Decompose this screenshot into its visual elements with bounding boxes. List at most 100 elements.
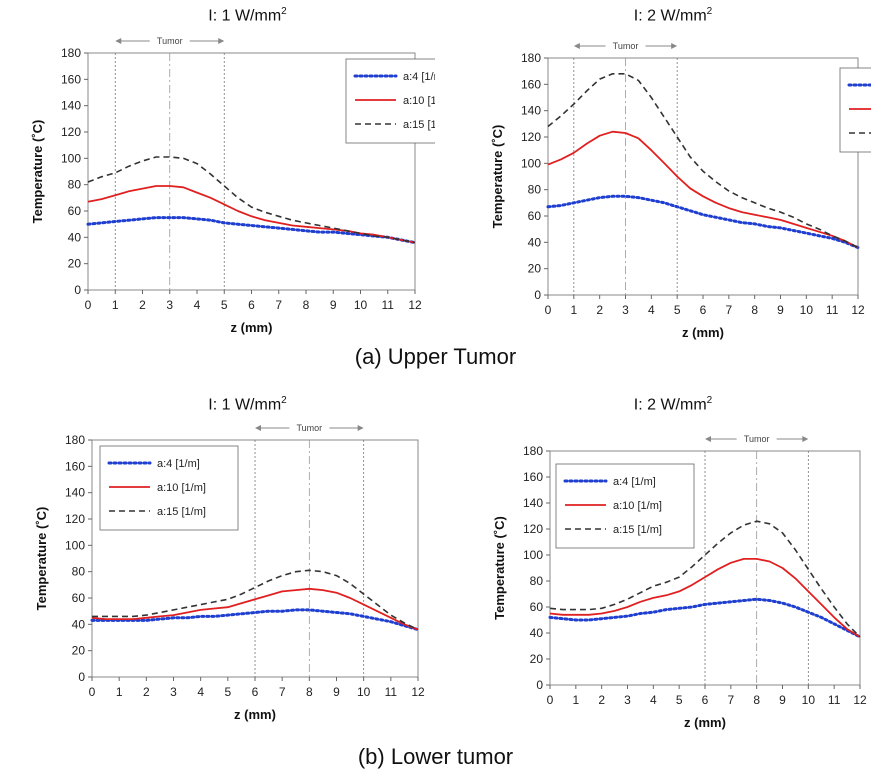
chart-panel-upper-1w: I: 1 W/mm2 0 20 40 60 80 100 120 140 160 180 0 1 2 3 4… [0, 0, 435, 360]
y-tick-label: 20 [72, 644, 86, 658]
section-caption-upper: (a) Upper Tumor [354, 344, 517, 369]
tumor-label-bg [149, 35, 190, 47]
x-axis-label: z (mm) [234, 707, 276, 722]
y-axis-label: Temperature (˚C) [34, 507, 49, 611]
y-tick-label: 40 [528, 235, 542, 249]
x-tick-label: 1 [572, 693, 579, 707]
y-tick-label: 180 [61, 46, 81, 60]
arrow-right-icon [671, 43, 678, 49]
chart-panel-lower-2w: I: 2 W/mm2 0 20 40 60 80 100 120 140 160 180 0 1 2 3 4… [435, 392, 871, 742]
y-tick-label: 160 [521, 77, 541, 91]
x-tick-label: 12 [408, 298, 422, 312]
x-tick-label: 8 [303, 298, 310, 312]
chart-title: I: 1 W/mm2 [208, 6, 287, 25]
legend-label-2: a:10 [1/m] [403, 95, 435, 107]
x-tick-label: 6 [252, 685, 259, 699]
legend-box [99, 445, 239, 531]
x-tick-label: 4 [648, 303, 655, 317]
y-tick-label: 100 [521, 156, 541, 170]
y-tick-label: 60 [530, 600, 544, 614]
chart-title: I: 1 W/mm2 [208, 395, 287, 414]
x-tick-label: 12 [851, 303, 865, 317]
y-tick-label: 40 [530, 626, 544, 640]
x-tick-label: 0 [545, 303, 552, 317]
x-tick-label: 4 [194, 298, 201, 312]
x-axis-label: z (mm) [682, 325, 724, 340]
x-tick-label: 11 [385, 685, 398, 699]
x-tick-label: 1 [570, 303, 577, 317]
x-tick-label: 3 [622, 303, 629, 317]
x-tick-label: 8 [306, 685, 313, 699]
x-tick-label: 4 [197, 685, 204, 699]
legend-label-1: a:4 [1/m] [403, 71, 435, 83]
section-caption-lower: (b) Lower tumor [357, 744, 514, 769]
legend-label-1: a:4 [1/m] [613, 476, 656, 488]
arrow-left-icon [255, 425, 261, 431]
y-tick-label: 40 [68, 230, 82, 244]
legend-label-1: a:4 [1/m] [157, 458, 200, 470]
x-tick-label: 0 [89, 685, 96, 699]
tumor-label: Tumor [296, 423, 322, 433]
chart-panel-lower-1w: I: 1 W/mm2 0 20 40 60 80 100 120 140 160 180 0 1 2 3 4… [0, 392, 435, 742]
y-tick-label: 100 [65, 538, 85, 552]
y-axis-label: Temperature (˚C) [30, 120, 45, 224]
y-axis-label: Temperature (˚C) [490, 125, 505, 229]
series-line-1 [90, 608, 420, 632]
arrow-left-icon [573, 43, 580, 49]
series-line-2 [547, 130, 859, 249]
chart-title: I: 2 W/mm2 [633, 395, 713, 414]
x-tick-label: 2 [139, 298, 146, 312]
y-tick-label: 180 [523, 444, 543, 458]
y-tick-label: 80 [530, 574, 544, 588]
y-tick-label: 100 [61, 151, 81, 165]
arrow-right-icon [357, 425, 364, 431]
y-tick-label: 20 [528, 262, 542, 276]
x-tick-label: 7 [279, 685, 286, 699]
x-tick-label: 11 [826, 303, 839, 317]
x-tick-label: 10 [357, 685, 371, 699]
x-tick-label: 2 [596, 303, 603, 317]
y-tick-label: 20 [68, 257, 82, 271]
y-tick-label: 120 [65, 512, 85, 526]
x-tick-label: 8 [751, 303, 758, 317]
tumor-label-bg [605, 40, 646, 52]
y-tick-label: 120 [523, 522, 543, 536]
x-tick-label: 9 [777, 303, 784, 317]
legend-box [839, 67, 871, 153]
legend-label-3: a:15 [1/m] [613, 524, 662, 536]
x-tick-label: 5 [676, 693, 683, 707]
arrow-left-icon [705, 436, 711, 442]
y-tick-label: 0 [534, 288, 541, 302]
x-tick-label: 6 [702, 693, 709, 707]
y-tick-label: 180 [521, 51, 541, 65]
tumor-label: Tumor [744, 434, 770, 444]
x-tick-label: 12 [411, 685, 425, 699]
x-tick-label: 5 [674, 303, 681, 317]
x-tick-label: 0 [85, 298, 92, 312]
y-tick-label: 60 [72, 591, 86, 605]
x-tick-label: 3 [624, 693, 631, 707]
y-axis-label: Temperature (˚C) [492, 516, 507, 620]
x-tick-label: 5 [224, 685, 231, 699]
y-tick-label: 0 [536, 678, 543, 692]
legend-label-3: a:15 [1/m] [157, 506, 206, 518]
y-tick-label: 140 [65, 486, 85, 500]
x-tick-label: 10 [354, 298, 368, 312]
x-tick-label: 2 [143, 685, 150, 699]
plot-frame [547, 57, 859, 296]
y-tick-label: 160 [65, 459, 85, 473]
y-tick-label: 120 [61, 125, 81, 139]
x-tick-label: 11 [828, 693, 841, 707]
x-tick-label: 9 [330, 298, 337, 312]
x-tick-label: 0 [547, 693, 554, 707]
y-tick-label: 140 [521, 104, 541, 118]
x-tick-label: 7 [275, 298, 282, 312]
x-tick-label: 12 [853, 693, 867, 707]
series-line-2 [549, 558, 861, 638]
x-tick-label: 4 [650, 693, 657, 707]
x-tick-label: 10 [802, 693, 816, 707]
x-tick-label: 9 [333, 685, 340, 699]
x-tick-label: 5 [221, 298, 228, 312]
